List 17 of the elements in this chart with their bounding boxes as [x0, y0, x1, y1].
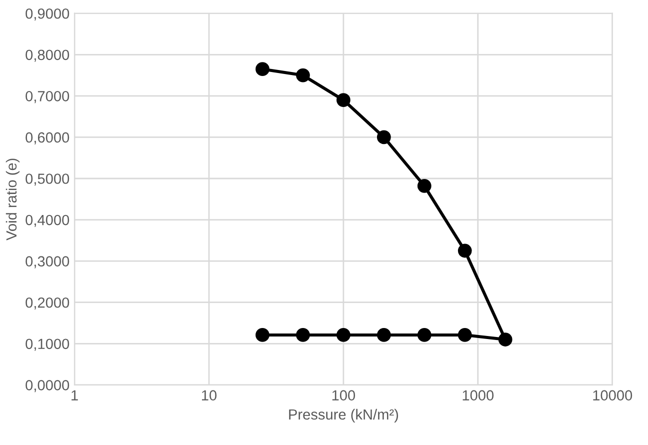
x-tick-label: 100	[332, 390, 356, 400]
x-tick-label: 10000	[593, 390, 632, 400]
x-axis-title: Pressure (kN/m²)	[289, 408, 398, 423]
y-tick-label: 0,9000	[26, 8, 70, 20]
y-tick-label: 0,1000	[26, 338, 70, 351]
y-tick-label: 0,4000	[26, 214, 70, 227]
y-tick-label: 0,8000	[26, 50, 70, 62]
y-tick-label: 0,7000	[26, 91, 70, 104]
y-axis-title: Void ratio (e)	[6, 158, 20, 240]
y-tick-label: 0,6000	[26, 132, 70, 144]
y-tick-label: 0,3000	[26, 256, 70, 268]
x-tick-label: 10	[202, 390, 217, 400]
y-tick-label: 0,2000	[26, 297, 70, 310]
x-tick-label: 1000	[462, 390, 494, 400]
y-tick-label: 0,5000	[26, 174, 70, 186]
x-tick-label: 1	[72, 390, 78, 400]
y-tick-label: 0,0000	[26, 380, 70, 392]
